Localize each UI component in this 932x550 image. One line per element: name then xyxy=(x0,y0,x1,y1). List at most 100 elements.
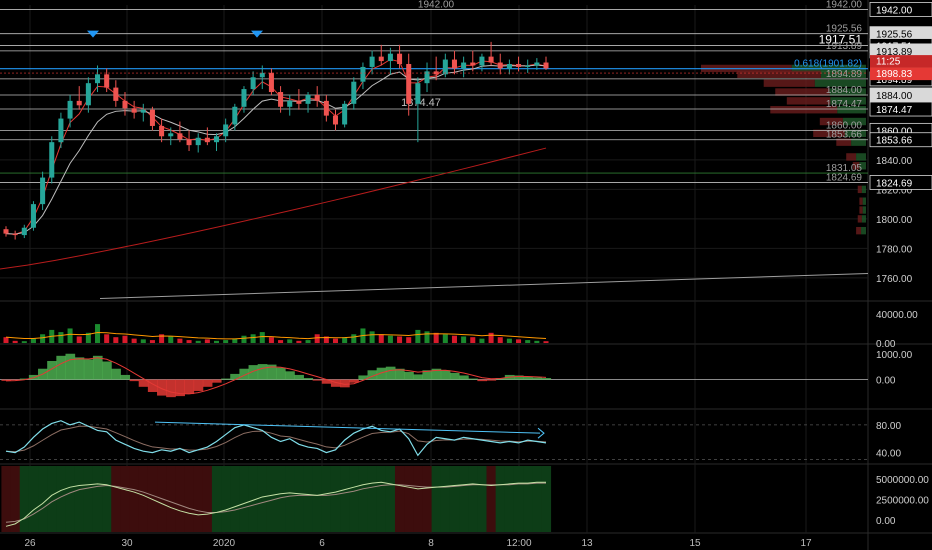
volume-bar[interactable] xyxy=(314,334,320,343)
volume-bar[interactable] xyxy=(241,335,247,343)
candle-body[interactable] xyxy=(415,83,421,104)
candle-body[interactable] xyxy=(278,92,284,107)
volume-bar[interactable] xyxy=(287,339,293,343)
candle-body[interactable] xyxy=(232,106,238,125)
volume-bar[interactable] xyxy=(342,337,348,343)
candle-body[interactable] xyxy=(58,118,64,143)
candle-body[interactable] xyxy=(424,71,430,84)
volume-bar[interactable] xyxy=(159,334,165,343)
candle-body[interactable] xyxy=(3,229,9,234)
candle-body[interactable] xyxy=(30,204,36,228)
volume-bar[interactable] xyxy=(351,334,357,343)
volume-bar[interactable] xyxy=(104,334,110,343)
volume-bar[interactable] xyxy=(543,341,549,343)
candle-body[interactable] xyxy=(241,89,247,107)
candle-body[interactable] xyxy=(21,227,27,236)
candle-body[interactable] xyxy=(305,94,311,104)
price-level-tag[interactable] xyxy=(869,101,932,117)
macd-pane[interactable] xyxy=(0,353,868,398)
candle-body[interactable] xyxy=(497,62,503,69)
candle-body[interactable] xyxy=(40,177,46,205)
candle-body[interactable] xyxy=(516,64,522,67)
volume-bar[interactable] xyxy=(268,337,274,343)
candle-body[interactable] xyxy=(451,59,457,69)
candle-body[interactable] xyxy=(506,64,512,69)
candle-body[interactable] xyxy=(213,136,220,143)
volume-bar[interactable] xyxy=(387,335,393,343)
volume-bar[interactable] xyxy=(479,338,485,343)
volume-bar[interactable] xyxy=(250,334,256,343)
time-axis[interactable]: 26 30 2020 6 8 12:00 13 15 17 xyxy=(24,538,812,549)
volume-bar[interactable] xyxy=(516,339,522,343)
candle-body[interactable] xyxy=(113,87,119,101)
candle-body[interactable] xyxy=(360,66,366,82)
candle-body[interactable] xyxy=(323,100,329,116)
volume-bar[interactable] xyxy=(451,335,457,343)
volume-bar[interactable] xyxy=(424,331,430,343)
volume-bar[interactable] xyxy=(378,334,384,343)
volume-bar[interactable] xyxy=(232,338,238,343)
volume-bar[interactable] xyxy=(195,340,201,343)
candle-body[interactable] xyxy=(195,137,201,146)
volume-bar[interactable] xyxy=(223,340,229,343)
volume-bar[interactable] xyxy=(442,334,448,343)
volume-bar[interactable] xyxy=(30,338,36,343)
candle-body[interactable] xyxy=(76,100,82,106)
candle-body[interactable] xyxy=(186,139,192,146)
volume-bar[interactable] xyxy=(433,332,439,343)
volume-bar[interactable] xyxy=(397,336,403,343)
candle-body[interactable] xyxy=(177,133,183,140)
volume-bar[interactable] xyxy=(332,338,339,343)
volume-bar[interactable] xyxy=(140,339,146,343)
price-level-tag[interactable] xyxy=(869,2,932,17)
candle-body[interactable] xyxy=(442,59,448,75)
candle-body[interactable] xyxy=(12,233,18,236)
rsi-pane[interactable] xyxy=(0,420,868,460)
volume-bar[interactable] xyxy=(406,337,412,343)
candle-body[interactable] xyxy=(131,108,137,113)
volume-bar[interactable] xyxy=(369,331,375,343)
candle-body[interactable] xyxy=(479,56,485,66)
candle-body[interactable] xyxy=(534,62,540,66)
volume-bar[interactable] xyxy=(506,338,512,343)
candle-body[interactable] xyxy=(268,72,274,93)
candle-body[interactable] xyxy=(525,65,531,67)
candle-body[interactable] xyxy=(369,56,375,67)
price-level-tag[interactable] xyxy=(869,132,932,148)
volume-bar[interactable] xyxy=(95,324,101,343)
current-price-tag[interactable] xyxy=(870,67,932,81)
candle-body[interactable] xyxy=(342,103,348,125)
candle-body[interactable] xyxy=(378,56,384,62)
candle-body[interactable] xyxy=(250,77,256,90)
volume-bar[interactable] xyxy=(534,340,540,343)
volume-bar[interactable] xyxy=(259,332,265,343)
volume-bar[interactable] xyxy=(305,340,311,343)
price-axis[interactable]: 1760.00 1780.00 1800.00 1820.00 1840.00 1942.… xyxy=(869,2,932,527)
volume-bar[interactable] xyxy=(497,337,503,343)
candle-body[interactable] xyxy=(461,62,467,69)
candle-body[interactable] xyxy=(259,72,265,78)
candle-body[interactable] xyxy=(49,142,55,178)
candle-body[interactable] xyxy=(122,100,128,109)
volume-bar[interactable] xyxy=(168,336,174,343)
volume-pane[interactable] xyxy=(3,324,549,343)
volume-bar[interactable] xyxy=(131,338,137,343)
volume-bar[interactable] xyxy=(525,340,531,343)
volume-bar[interactable] xyxy=(278,340,284,343)
candle-body[interactable] xyxy=(314,94,320,101)
volume-bar[interactable] xyxy=(296,340,302,343)
candle-body[interactable] xyxy=(95,74,101,84)
volume-bar[interactable] xyxy=(461,336,467,343)
volume-bar[interactable] xyxy=(113,337,119,343)
candle-body[interactable] xyxy=(85,83,91,106)
volume-bar[interactable] xyxy=(186,340,192,343)
volume-bar[interactable] xyxy=(204,339,210,343)
candle-body[interactable] xyxy=(204,137,210,143)
candle-body[interactable] xyxy=(397,53,403,64)
volume-bar[interactable] xyxy=(12,340,18,343)
volume-bar[interactable] xyxy=(323,336,329,343)
candle-body[interactable] xyxy=(543,62,549,69)
volume-bar[interactable] xyxy=(58,332,64,343)
